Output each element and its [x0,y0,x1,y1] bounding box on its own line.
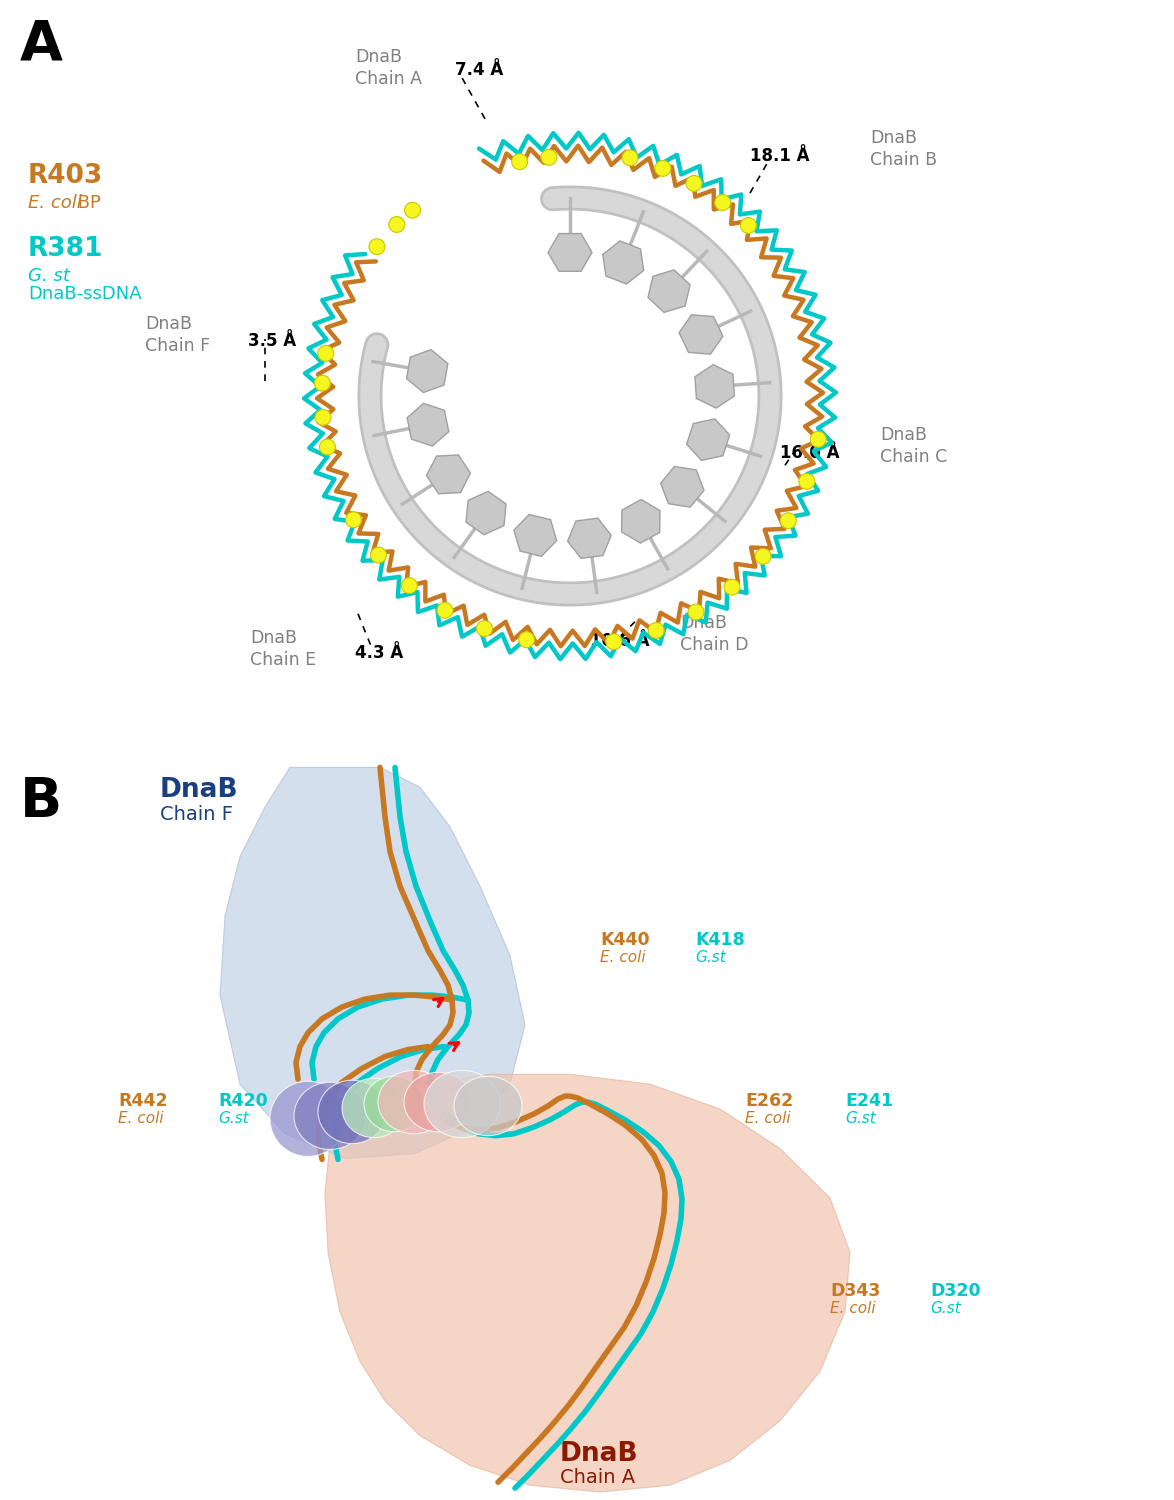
Circle shape [319,440,336,454]
Text: G. st: G. st [28,267,70,285]
Ellipse shape [270,1082,346,1156]
Circle shape [371,548,386,562]
Text: E. coli: E. coli [28,194,82,211]
Circle shape [724,579,740,596]
Text: 10.6 Å: 10.6 Å [591,632,649,650]
Text: E. coli: E. coli [600,950,646,964]
Text: E. coli: E. coli [830,1300,876,1316]
Text: K418: K418 [695,930,744,950]
Text: Chain F: Chain F [160,806,232,824]
Circle shape [606,634,622,650]
Circle shape [655,160,670,177]
Circle shape [389,216,405,232]
Circle shape [810,432,826,447]
Text: DnaB
Chain E: DnaB Chain E [250,628,316,669]
Circle shape [512,153,527,170]
Text: D343: D343 [830,1282,880,1300]
Text: Chain A: Chain A [560,1468,635,1488]
Circle shape [477,621,493,636]
Circle shape [519,632,534,648]
Ellipse shape [342,1078,406,1137]
Text: E. coli: E. coli [119,1112,163,1126]
Text: E. coli: E. coli [745,1112,790,1126]
Text: R420: R420 [218,1092,268,1110]
Text: 18.1 Å: 18.1 Å [750,147,810,165]
Text: G.st: G.st [218,1112,249,1126]
Text: K440: K440 [600,930,649,950]
Text: R381: R381 [28,236,103,261]
Circle shape [405,202,420,217]
Circle shape [437,603,453,618]
Circle shape [622,150,637,165]
Ellipse shape [378,1071,450,1134]
Text: G.st: G.st [845,1112,876,1126]
Text: G.st: G.st [930,1300,960,1316]
Text: 4.3 Å: 4.3 Å [355,644,403,662]
Circle shape [345,512,362,528]
Text: R442: R442 [119,1092,168,1110]
Ellipse shape [318,1080,386,1143]
Text: D320: D320 [930,1282,980,1300]
Text: A: A [20,18,63,72]
Text: DnaB
Chain D: DnaB Chain D [680,614,749,654]
Text: G.st: G.st [695,950,726,964]
Text: R403: R403 [28,164,103,189]
Circle shape [541,150,556,165]
Circle shape [315,375,330,392]
Ellipse shape [454,1077,522,1136]
Circle shape [369,238,385,255]
Polygon shape [220,768,525,1158]
Text: DnaB
Chain C: DnaB Chain C [880,426,947,466]
Circle shape [402,578,417,594]
Circle shape [648,622,664,639]
Circle shape [781,513,796,528]
Text: 3.5 Å: 3.5 Å [248,332,296,350]
Text: BP: BP [72,194,101,211]
Circle shape [798,474,815,489]
Circle shape [315,410,331,426]
Circle shape [688,604,704,619]
Text: DnaB
Chain F: DnaB Chain F [146,315,210,356]
Ellipse shape [404,1072,472,1131]
Polygon shape [325,1074,850,1492]
Text: 16.0 Å: 16.0 Å [780,444,839,462]
Text: DnaB
Chain A: DnaB Chain A [355,48,421,87]
Ellipse shape [364,1077,424,1131]
Text: E241: E241 [845,1092,893,1110]
Text: DnaB: DnaB [560,1440,639,1467]
Text: DnaB: DnaB [160,777,238,804]
Circle shape [715,195,730,210]
Text: B: B [20,776,62,830]
Circle shape [686,176,702,192]
Circle shape [318,345,333,362]
Circle shape [755,549,771,564]
Text: DnaB-ssDNA: DnaB-ssDNA [28,285,142,303]
Ellipse shape [424,1071,500,1137]
Text: DnaB
Chain B: DnaB Chain B [870,129,937,170]
Circle shape [741,217,756,234]
Ellipse shape [294,1082,366,1149]
Text: E262: E262 [745,1092,794,1110]
Text: 7.4 Å: 7.4 Å [456,62,504,80]
